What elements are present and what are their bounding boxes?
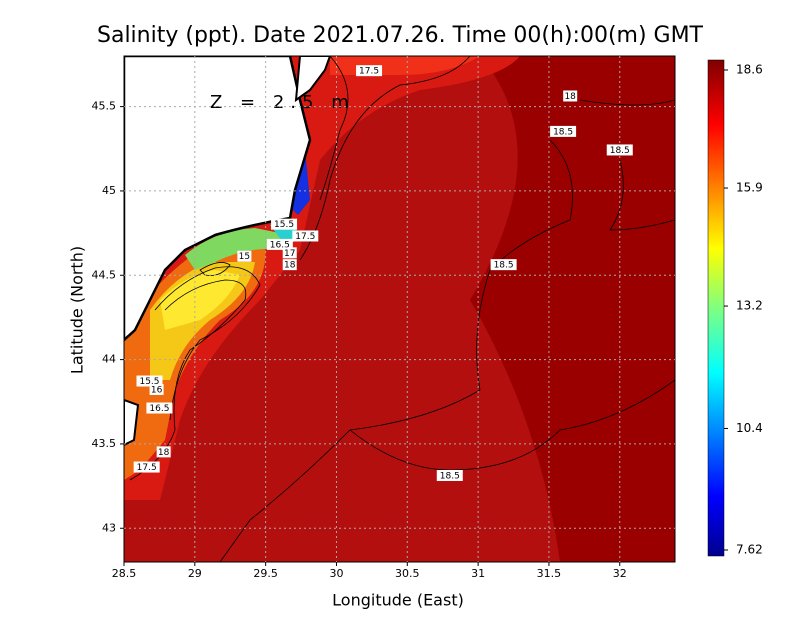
x-axis-label: Longitude (East) <box>332 591 464 610</box>
y-axis-label: Latitude (North) <box>68 246 87 374</box>
contour-label-box <box>606 144 633 156</box>
colorbar-tick-label: 18.6 <box>736 63 763 77</box>
contour-label-box <box>133 461 160 473</box>
colorbar-tick-label: 10.4 <box>736 421 763 435</box>
contour-label-box <box>490 259 517 271</box>
contour-label: 16.5 <box>149 404 169 414</box>
contour-label-box <box>292 230 319 242</box>
contour-label-box <box>563 90 578 102</box>
contour-label: 15 <box>239 252 250 262</box>
title: Salinity (ppt). Date 2021.07.26. Time 00… <box>97 23 704 48</box>
x-tick-label: 31.5 <box>537 567 562 580</box>
contour-label-box <box>271 218 298 230</box>
depth-annotation: Z = 2.5 m <box>210 92 355 113</box>
contour-label-box <box>282 247 297 259</box>
contour-label: 18.5 <box>440 471 460 481</box>
contour-label-box <box>136 375 163 387</box>
colorbar-tick-label: 7.62 <box>736 543 763 557</box>
contour-label-box <box>149 383 164 395</box>
plot-frame <box>123 55 676 563</box>
contour-label-box <box>356 65 383 77</box>
x-tick-label: 31 <box>471 567 485 580</box>
colorbar-tick-label: 15.9 <box>736 181 763 195</box>
salinity-field <box>124 56 675 562</box>
contour-label: 18 <box>158 448 170 458</box>
x-tick-label: 29 <box>188 567 202 580</box>
contour-label: 18 <box>284 261 296 271</box>
contour-label-box <box>550 125 577 137</box>
colorbar <box>707 59 725 557</box>
contour-label-box <box>436 469 463 481</box>
contour-label: 17.5 <box>137 463 157 473</box>
x-tick-label: 30.5 <box>395 567 420 580</box>
contour-label: 16.5 <box>270 240 290 250</box>
x-tick-label: 29.5 <box>253 567 278 580</box>
contour-label: 18.5 <box>553 127 573 137</box>
contour-label-box <box>237 250 252 262</box>
contour-label: 15.5 <box>139 377 159 387</box>
contour-label: 17.5 <box>295 232 315 242</box>
contour-label: 18 <box>564 92 576 102</box>
contour-label: 15.5 <box>274 220 294 230</box>
y-tick-label: 45 <box>102 184 116 197</box>
y-tick-label: 43.5 <box>92 437 117 450</box>
colorbar-tick-label: 13.2 <box>736 299 763 313</box>
y-tick-label: 44 <box>102 353 116 366</box>
contour-label-box <box>266 238 293 250</box>
contour-label-box <box>156 446 171 458</box>
contour-label-box <box>146 402 173 414</box>
y-tick-label: 45.5 <box>92 100 117 113</box>
contour-label-box <box>282 259 297 271</box>
contour-label: 17.5 <box>359 67 379 77</box>
y-tick-label: 44.5 <box>92 268 117 281</box>
contour-label: 16 <box>151 385 163 395</box>
contour-label: 18.5 <box>610 146 630 156</box>
contour-label: 17 <box>284 249 295 259</box>
y-tick-label: 43 <box>102 521 116 534</box>
x-tick-label: 28.5 <box>112 567 137 580</box>
generated: 28.5 29 29.5 30 30.5 31 31.5 32 43 43.5 44 44.5 45 45… <box>92 56 763 580</box>
x-tick-label: 30 <box>329 567 343 580</box>
x-tick-label: 32 <box>613 567 627 580</box>
contour-label: 18.5 <box>494 261 514 271</box>
